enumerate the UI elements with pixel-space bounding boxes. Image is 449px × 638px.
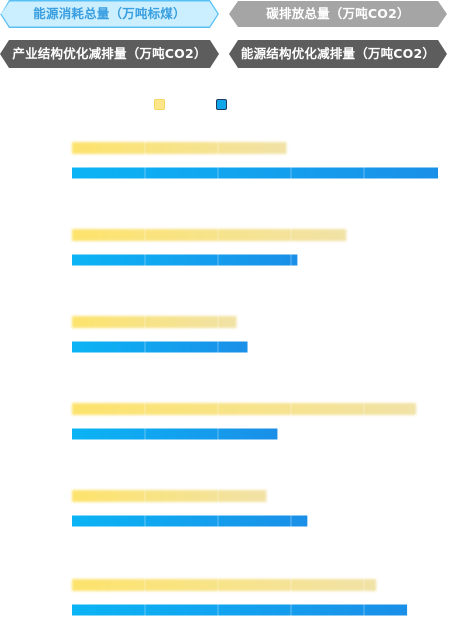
tab-energy-structure-reduction-label: 能源结构优化减排量（万吨CO2） <box>240 46 436 61</box>
bar-series-a-row-1[interactable] <box>72 142 287 154</box>
bar-series-b-row-6[interactable] <box>72 604 408 616</box>
bar-series-a-row-2[interactable] <box>72 229 347 241</box>
bar-series-b-row-5[interactable] <box>72 515 308 527</box>
legend-swatch-series-a[interactable] <box>154 99 165 110</box>
bar-series-b-row-3[interactable] <box>72 341 248 353</box>
tab-carbon-emission[interactable]: 碳排放总量（万吨CO2） <box>229 1 447 27</box>
bar-series-b-row-1[interactable] <box>72 167 438 179</box>
tab-energy-consumption[interactable]: 能源消耗总量（万吨标煤） <box>0 0 219 28</box>
legend-swatch-series-b[interactable] <box>216 99 227 110</box>
bar-series-a-row-4[interactable] <box>72 403 417 415</box>
grid-lines <box>144 138 365 620</box>
tab-industry-structure-reduction-label: 产业结构优化减排量（万吨CO2） <box>12 46 207 61</box>
bar-series-b-row-4[interactable] <box>72 428 278 440</box>
tab-energy-consumption-label: 能源消耗总量（万吨标煤） <box>33 6 186 21</box>
bar-series-a-row-6[interactable] <box>72 579 377 591</box>
bar-series-b-row-2[interactable] <box>72 254 298 266</box>
tab-carbon-emission-label: 碳排放总量（万吨CO2） <box>266 6 410 21</box>
tab-industry-structure-reduction[interactable]: 产业结构优化减排量（万吨CO2） <box>0 40 219 68</box>
bars <box>72 142 438 616</box>
bar-series-a-row-3[interactable] <box>72 316 237 328</box>
tab-energy-structure-reduction[interactable]: 能源结构优化减排量（万吨CO2） <box>229 40 447 68</box>
bar-series-a-row-5[interactable] <box>72 490 267 502</box>
